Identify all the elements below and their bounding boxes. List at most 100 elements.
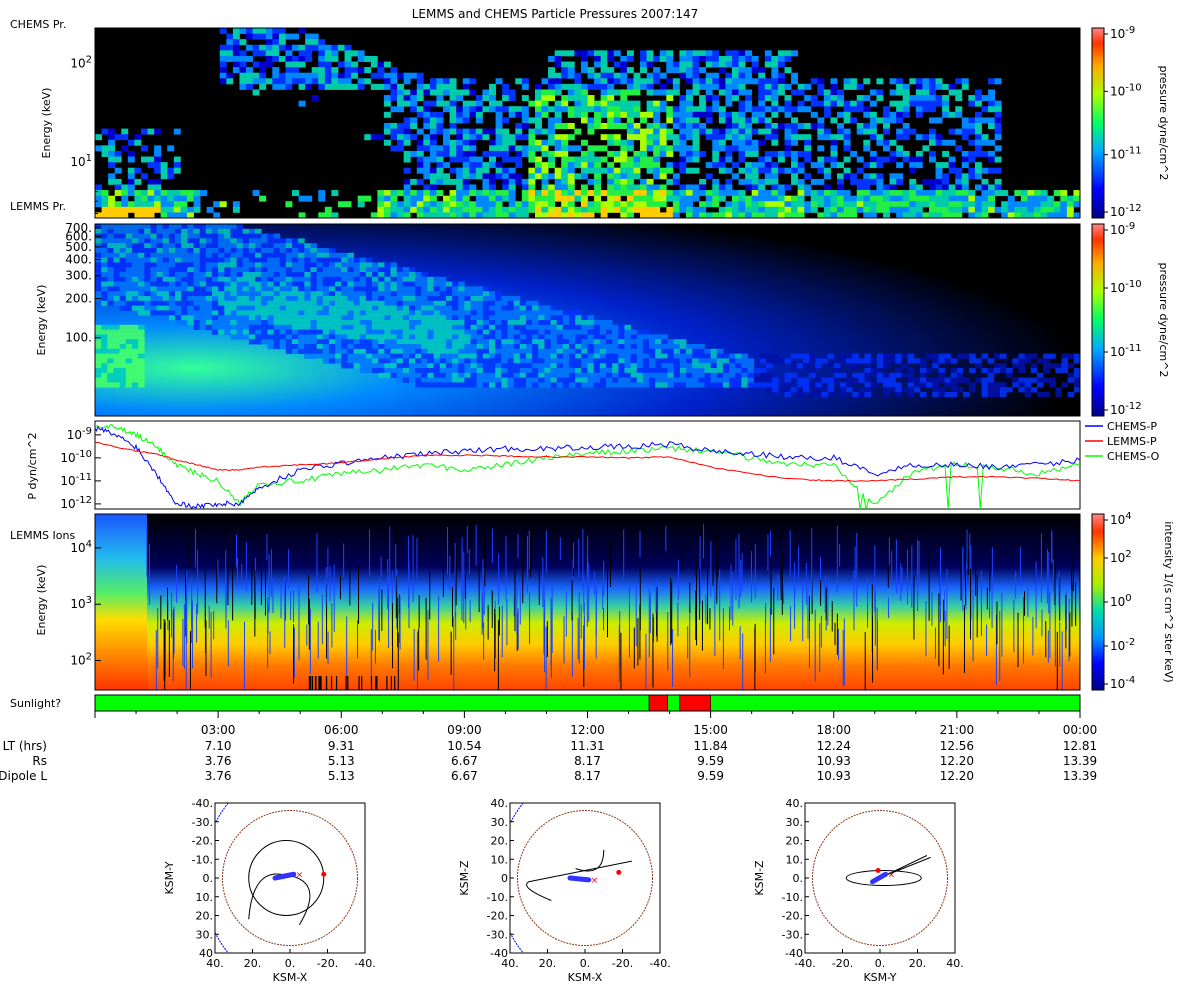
lemms-cell xyxy=(107,282,114,287)
lemms-cell xyxy=(427,291,434,296)
lemms-cell xyxy=(317,253,324,258)
chems-cell xyxy=(850,151,857,157)
lemms-cell xyxy=(920,358,927,363)
chems-cell xyxy=(837,207,844,213)
lemms-cell xyxy=(994,368,1001,373)
chems-cell xyxy=(890,207,897,213)
chems-cell xyxy=(791,89,798,95)
lemms-cell xyxy=(821,387,828,392)
chems-cell xyxy=(627,89,634,95)
chems-cell xyxy=(601,84,608,90)
chems-cell xyxy=(325,207,332,213)
lemms-cell xyxy=(895,382,902,387)
lemms-cell xyxy=(655,354,662,359)
chems-cell xyxy=(515,201,522,207)
chems-cell xyxy=(817,123,824,129)
chems-cell xyxy=(535,129,542,135)
chems-cell xyxy=(548,106,555,112)
chems-cell xyxy=(279,28,286,34)
lemms-cell xyxy=(138,243,145,248)
chems-cell xyxy=(548,173,555,179)
lemms-cell xyxy=(569,325,576,330)
lemms-cell xyxy=(280,282,287,287)
chems-cell xyxy=(936,101,943,107)
chems-cell xyxy=(601,89,608,95)
chems-cell xyxy=(515,123,522,129)
lemms-cell xyxy=(181,248,188,253)
chems-cell xyxy=(627,56,634,62)
lemms-cell xyxy=(803,387,810,392)
lemms-cell xyxy=(797,378,804,383)
lemms-cell xyxy=(304,277,311,282)
chems-cell xyxy=(666,89,673,95)
chems-cell xyxy=(962,184,969,190)
chems-cell xyxy=(771,62,778,68)
chems-cell xyxy=(581,56,588,62)
chems-cell xyxy=(502,151,509,157)
chems-cell xyxy=(305,73,312,79)
chems-cell xyxy=(443,101,450,107)
lemms-cell xyxy=(391,306,398,311)
lemms-cell xyxy=(1025,358,1032,363)
chems-cell xyxy=(430,112,437,118)
lemms-cell xyxy=(785,392,792,397)
chems-cell xyxy=(955,145,962,151)
lemms-cell xyxy=(391,296,398,301)
lemms-cell xyxy=(280,315,287,320)
chems-cell xyxy=(377,201,384,207)
lemms-cell xyxy=(403,272,410,277)
lemms-cell xyxy=(132,286,139,291)
chems-cell xyxy=(423,145,430,151)
lemms-cell xyxy=(120,368,127,373)
lemms-cell xyxy=(317,286,324,291)
lemms-cell xyxy=(218,277,225,282)
chems-cell xyxy=(128,151,135,157)
chems-cell xyxy=(666,117,673,123)
lemms-cell xyxy=(397,330,404,335)
chems-cell xyxy=(791,134,798,140)
lemms-cell xyxy=(624,344,631,349)
chems-cell xyxy=(725,112,732,118)
lemms-cell xyxy=(969,354,976,359)
lemms-cell xyxy=(938,354,945,359)
lemms-cell xyxy=(224,267,231,272)
chems-cell xyxy=(174,207,181,213)
chems-cell xyxy=(627,50,634,56)
chems-cell xyxy=(929,151,936,157)
lemms-cell xyxy=(206,234,213,239)
chems-cell xyxy=(463,207,470,213)
chems-cell xyxy=(542,184,549,190)
lemms-cell xyxy=(606,330,613,335)
lemms-cell xyxy=(144,277,151,282)
chems-cell xyxy=(351,73,358,79)
lemms-cell xyxy=(224,272,231,277)
chems-cell xyxy=(752,168,759,174)
chems-cell xyxy=(916,184,923,190)
chems-cell xyxy=(955,106,962,112)
chems-cell xyxy=(693,140,700,146)
lemms-cell xyxy=(563,320,570,325)
lemms-cell xyxy=(304,354,311,359)
lemms-cell xyxy=(785,373,792,378)
lemms-cell xyxy=(403,291,410,296)
chems-cell xyxy=(456,140,463,146)
lemms-cell xyxy=(194,229,201,234)
chems-cell xyxy=(568,157,575,163)
lemms-cell xyxy=(791,387,798,392)
lemms-cell xyxy=(243,243,250,248)
lemms-cell xyxy=(175,238,182,243)
chems-cell xyxy=(791,117,798,123)
lemms-cell xyxy=(452,325,459,330)
chems-cell xyxy=(673,207,680,213)
lemms-cell xyxy=(95,267,102,272)
lemms-cell xyxy=(120,286,127,291)
lemms-cell xyxy=(501,339,508,344)
chems-cell xyxy=(614,201,621,207)
lemms-cell xyxy=(434,301,441,306)
lemms-cell xyxy=(200,248,207,253)
chems-cell xyxy=(391,78,398,84)
lemms-cell xyxy=(267,334,274,339)
lemms-cell xyxy=(113,243,120,248)
lemms-cell xyxy=(421,354,428,359)
chems-cell xyxy=(778,184,785,190)
